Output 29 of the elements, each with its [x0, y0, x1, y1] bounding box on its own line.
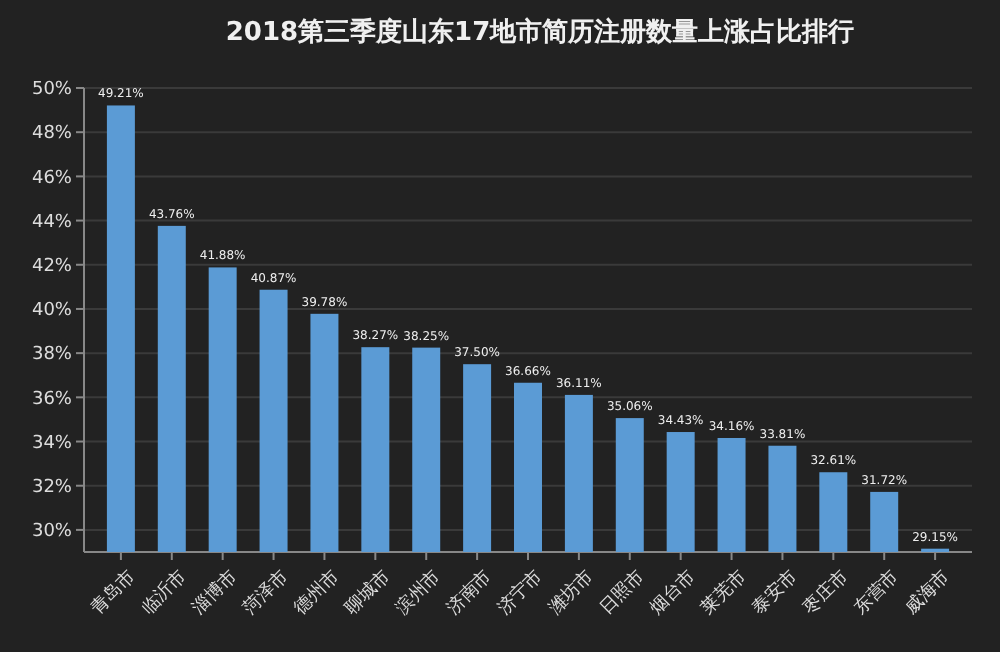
y-tick-label: 44%: [31, 212, 73, 233]
x-tick-label: 淄博市: [188, 565, 242, 620]
x-tick-label: 临沂市: [137, 565, 191, 620]
x-tick-label: 莱芜市: [696, 565, 751, 620]
x-tick-label: 烟台市: [646, 565, 700, 620]
x-tick-label: 威海市: [900, 565, 955, 620]
x-tick-label: 枣庄市: [798, 565, 853, 620]
y-tick-label: 38%: [31, 345, 73, 366]
x-tick-label: 聊城市: [340, 565, 395, 620]
x-tick-label: 青岛市: [86, 565, 141, 620]
x-tick-label: 日照市: [595, 565, 649, 620]
x-tick-label: 潍坊市: [544, 565, 599, 620]
y-tick-label: 34%: [31, 433, 73, 454]
y-tick-label: 30%: [31, 522, 73, 543]
y-tick-label: 32%: [31, 478, 73, 499]
x-tick-label: 济宁市: [493, 565, 548, 620]
y-tick-label: 42%: [31, 257, 73, 278]
x-tick-label: 济南市: [442, 565, 497, 620]
x-tick-label: 泰安市: [747, 565, 802, 620]
x-tick-label: 东营市: [849, 565, 904, 620]
y-tick-label: 36%: [31, 389, 73, 410]
y-tick-label: 40%: [31, 301, 73, 322]
x-tick-label: 菏泽市: [238, 565, 293, 620]
y-tick-label: 46%: [31, 168, 73, 189]
x-tick-label: 滨州市: [391, 565, 446, 620]
chart-title: 2018第三季度山东17地市简历注册数量上涨占比排行: [225, 16, 855, 48]
y-tick-label: 50%: [31, 80, 73, 101]
y-tick-label: 48%: [31, 124, 73, 145]
x-tick-label: 德州市: [289, 565, 344, 620]
